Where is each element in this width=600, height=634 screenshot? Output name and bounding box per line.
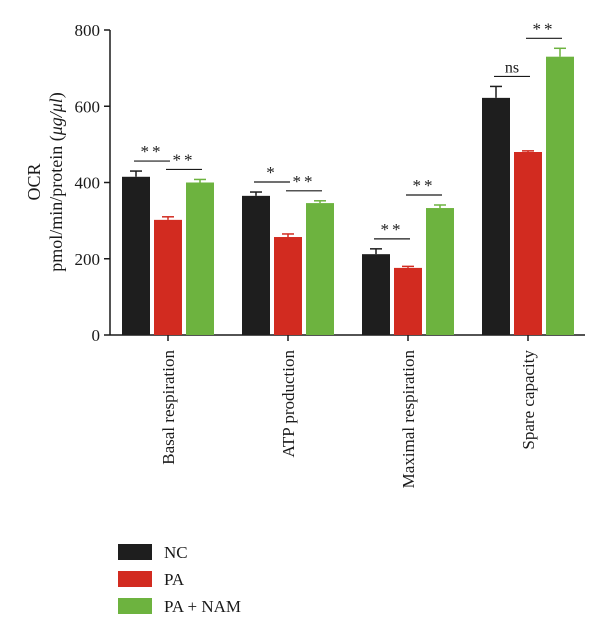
- y-tick-label: 800: [75, 21, 101, 40]
- y-tick-label: 0: [92, 326, 101, 345]
- legend: NC PA PA + NAM: [118, 543, 241, 616]
- y-axis-label-suffix: ): [46, 92, 67, 98]
- y-axis-label-line1: OCR: [24, 163, 44, 200]
- bar: [514, 152, 542, 335]
- x-tick-label: Maximal respiration: [399, 350, 418, 489]
- y-tick-label: 200: [75, 250, 101, 269]
- legend-label: PA + NAM: [164, 597, 241, 616]
- significance-label: **: [293, 172, 316, 191]
- bar: [186, 182, 214, 335]
- bar: [306, 203, 334, 335]
- x-tick-label: ATP production: [279, 350, 298, 458]
- significance-label: **: [173, 150, 196, 169]
- significance-markers: ** *** ******ns**: [134, 19, 562, 240]
- significance-label: **: [533, 19, 556, 38]
- bar: [242, 195, 270, 335]
- y-axis-label: OCR pmol/min/protein (μg/μl): [24, 92, 67, 272]
- significance-label: **: [381, 220, 404, 239]
- y-tick-label: 400: [75, 174, 101, 193]
- legend-swatch: [118, 544, 152, 560]
- significance-label: ns: [505, 59, 519, 76]
- bar: [482, 97, 510, 335]
- y-axis-label-prefix: pmol/min/protein (: [46, 135, 67, 272]
- legend-swatch: [118, 571, 152, 587]
- bar: [154, 219, 182, 335]
- x-tick-labels: Basal respiration ATP production Maximal r…: [159, 350, 538, 489]
- x-tick-label: Spare capacity: [519, 350, 538, 450]
- bar: [426, 208, 454, 335]
- y-axis-label-line2: pmol/min/protein (μg/μl): [46, 92, 67, 272]
- legend-label: NC: [164, 543, 188, 562]
- bars: [122, 47, 574, 335]
- legend-label: PA: [164, 570, 185, 589]
- significance-label: *: [266, 163, 278, 182]
- bar: [362, 254, 390, 335]
- x-tick-label: Basal respiration: [159, 350, 178, 465]
- bar: [394, 267, 422, 335]
- bar: [122, 176, 150, 335]
- bar: [274, 237, 302, 335]
- significance-label: **: [413, 176, 436, 195]
- y-axis-label-unit: μg/μl: [46, 98, 66, 136]
- legend-swatch: [118, 598, 152, 614]
- y-tick-label: 600: [75, 97, 101, 116]
- significance-label: **: [141, 142, 164, 161]
- bar: [546, 56, 574, 335]
